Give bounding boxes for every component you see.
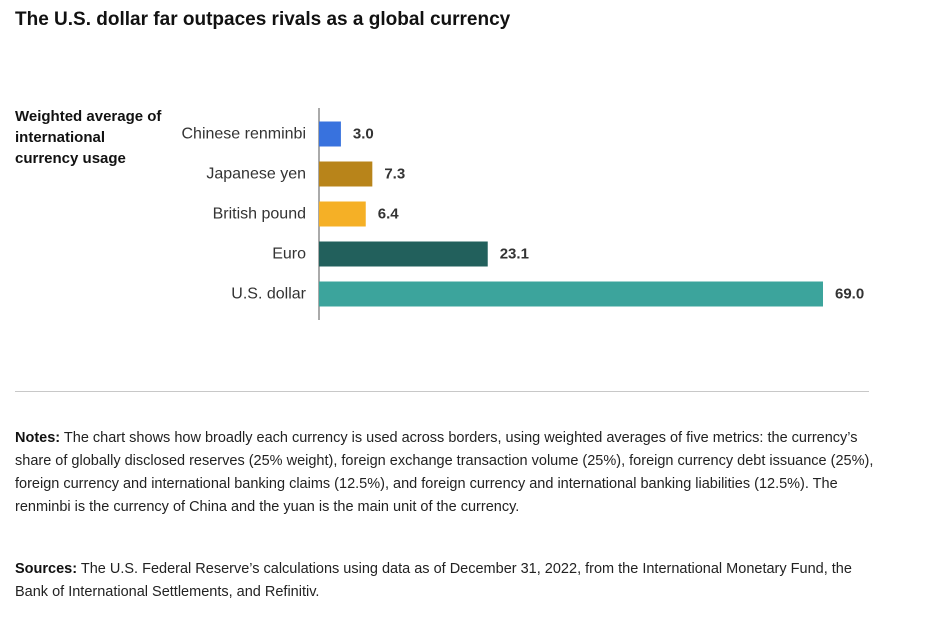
sources-text: The U.S. Federal Reserve’s calculations …: [15, 561, 852, 600]
notes: Notes: The chart shows how broadly each …: [15, 427, 877, 519]
bar-british-pound: [319, 201, 366, 227]
value-label-japanese-yen: 7.3: [384, 166, 405, 183]
bar-chinese-renminbi: [319, 121, 341, 147]
category-label-british-pound: British pound: [213, 206, 306, 223]
value-label-british-pound: 6.4: [378, 206, 400, 223]
y-axis-title: Weighted average of international curren…: [15, 108, 162, 167]
notes-text: The chart shows how broadly each currenc…: [15, 430, 874, 515]
category-label-euro: Euro: [272, 246, 306, 263]
category-label-chinese-renminbi: Chinese renminbi: [181, 126, 306, 143]
bar-chart: Chinese renminbi 3.0 Japanese yen 7.3 Britis…: [181, 108, 864, 320]
divider: [15, 391, 869, 392]
bar-u-s-dollar: [319, 281, 823, 307]
value-label-chinese-renminbi: 3.0: [353, 126, 374, 143]
value-label-u-s-dollar: 69.0: [835, 286, 864, 303]
category-label-japanese-yen: Japanese yen: [206, 166, 306, 183]
bar-japanese-yen: [319, 161, 373, 187]
category-label-u-s-dollar: U.S. dollar: [231, 286, 306, 303]
bar-euro: [319, 241, 488, 267]
value-label-euro: 23.1: [500, 246, 529, 263]
chart-title: The U.S. dollar far outpaces rivals as a…: [15, 9, 511, 30]
sources: Sources: The U.S. Federal Reserve’s calc…: [15, 558, 877, 604]
sources-label: Sources:: [15, 561, 78, 577]
notes-label: Notes:: [15, 430, 61, 446]
